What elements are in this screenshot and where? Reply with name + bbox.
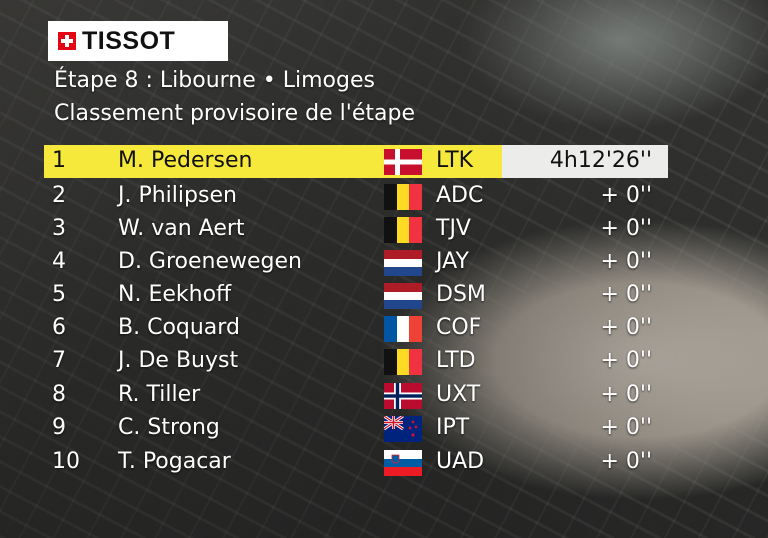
time-gap: + 0'' — [600, 449, 652, 474]
standings-row: 6 B. Coquard COF + 0'' — [44, 312, 668, 345]
netherlands-flag-icon — [384, 250, 422, 276]
team-code: DSM — [436, 282, 486, 307]
standings-row: 3 W. van Aert TJV + 0'' — [44, 213, 668, 246]
rank: 2 — [52, 183, 66, 208]
netherlands-flag-icon — [384, 283, 422, 309]
rider-name: R. Tiller — [118, 382, 201, 407]
team-code: UXT — [436, 382, 481, 407]
time-gap: + 0'' — [600, 183, 652, 208]
sponsor-logo: TISSOT — [48, 21, 228, 61]
belgium-flag-icon — [384, 217, 422, 243]
rider-name: B. Coquard — [118, 315, 240, 340]
classification-title: Classement provisoire de l'étape — [54, 101, 415, 126]
standings-row: 2 J. Philipsen ADC + 0'' — [44, 180, 668, 213]
team-code: LTK — [436, 148, 474, 173]
swiss-cross-icon — [58, 32, 76, 50]
rider-name: C. Strong — [118, 415, 220, 440]
standings-row: 5 N. Eekhoff DSM + 0'' — [44, 279, 668, 312]
time-gap: + 0'' — [600, 348, 652, 373]
time-gap: + 0'' — [600, 315, 652, 340]
rank: 10 — [52, 449, 80, 474]
new-zealand-flag-icon — [384, 416, 422, 442]
sponsor-logo-text: TISSOT — [82, 26, 176, 55]
rank: 3 — [52, 216, 66, 241]
standings-row: 10 T. Pogacar UAD + 0'' — [44, 446, 668, 479]
rider-name: D. Groenewegen — [118, 249, 302, 274]
rank: 9 — [52, 415, 66, 440]
france-flag-icon — [384, 316, 422, 342]
slovenia-flag-icon — [384, 450, 422, 476]
team-code: IPT — [436, 415, 470, 440]
denmark-flag-icon — [384, 149, 422, 175]
leader-time-box — [502, 145, 668, 178]
norway-flag-icon — [384, 383, 422, 409]
rider-name: J. Philipsen — [118, 183, 237, 208]
time-gap: + 0'' — [600, 282, 652, 307]
rank: 7 — [52, 348, 66, 373]
rider-name: T. Pogacar — [118, 449, 231, 474]
time-value: 4h12'26'' — [549, 148, 652, 173]
rank: 5 — [52, 282, 66, 307]
team-code: COF — [436, 315, 482, 340]
time-gap: + 0'' — [600, 415, 652, 440]
standings-row: 8 R. Tiller UXT + 0'' — [44, 379, 668, 412]
rider-name: J. De Buyst — [118, 348, 239, 373]
standings-row: 9 C. Strong IPT + 0'' — [44, 412, 668, 445]
standings-row-leader: 1 M. Pedersen LTK 4h12'26'' — [44, 145, 668, 178]
rider-name: W. van Aert — [118, 216, 245, 241]
team-code: LTD — [436, 348, 476, 373]
team-code: ADC — [436, 183, 484, 208]
rank: 4 — [52, 249, 66, 274]
time-gap: + 0'' — [600, 249, 652, 274]
standings-row: 7 J. De Buyst LTD + 0'' — [44, 345, 668, 378]
team-code: UAD — [436, 449, 485, 474]
rider-name: M. Pedersen — [118, 148, 253, 173]
rank: 8 — [52, 382, 66, 407]
belgium-flag-icon — [384, 349, 422, 375]
time-gap: + 0'' — [600, 382, 652, 407]
rider-name: N. Eekhoff — [118, 282, 232, 307]
team-code: JAY — [436, 249, 469, 274]
leader-highlight — [44, 145, 502, 178]
belgium-flag-icon — [384, 184, 422, 210]
time-gap: + 0'' — [600, 216, 652, 241]
rank: 6 — [52, 315, 66, 340]
stage-title: Étape 8 : Libourne • Limoges — [54, 68, 375, 93]
rank: 1 — [52, 148, 66, 173]
standings-row: 4 D. Groenewegen JAY + 0'' — [44, 246, 668, 279]
team-code: TJV — [436, 216, 471, 241]
